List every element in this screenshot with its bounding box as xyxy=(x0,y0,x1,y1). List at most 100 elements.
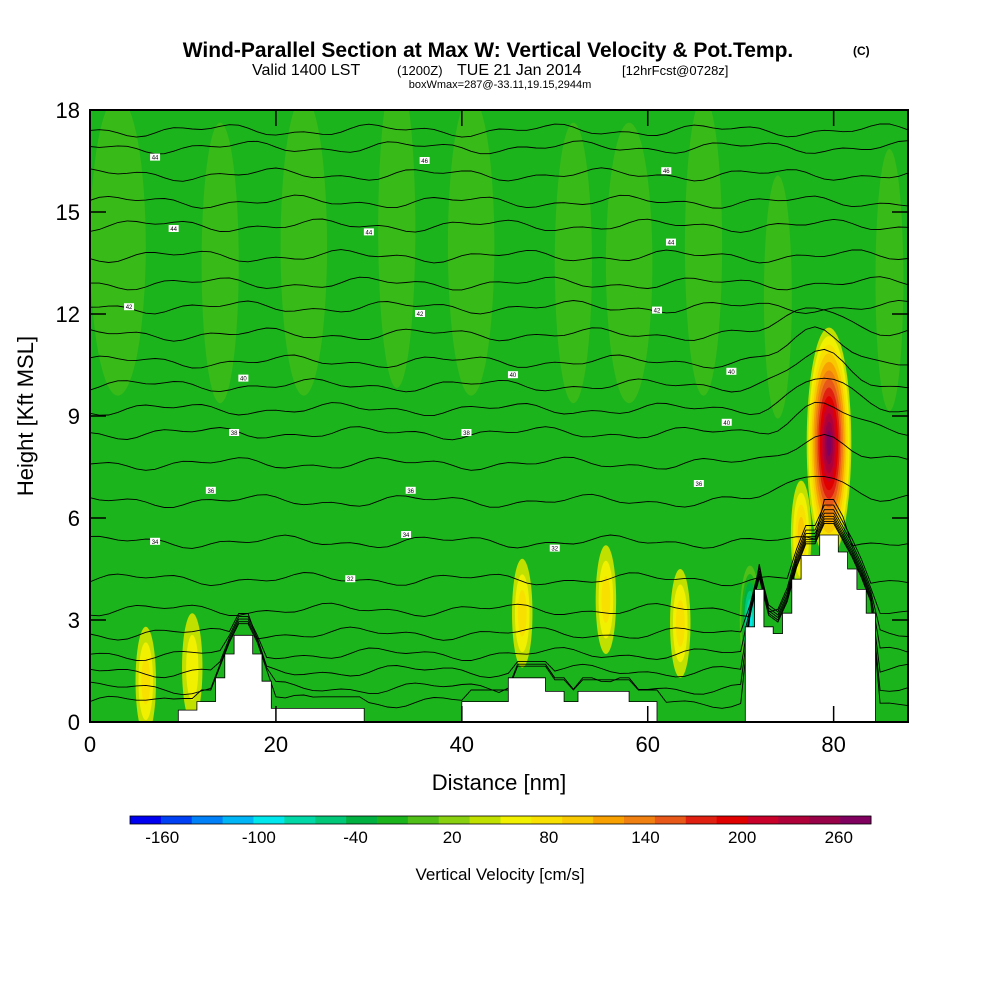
colorbar-tick-label: 80 xyxy=(539,828,558,847)
velocity-contour xyxy=(186,634,199,701)
isentrope-line xyxy=(90,276,908,291)
subtitle-date: TUE 21 Jan 2014 xyxy=(457,62,582,79)
colorbar-swatch xyxy=(284,816,316,824)
isentrope-label: 36 xyxy=(405,486,416,495)
isentrope-line xyxy=(90,348,908,393)
svg-text:32: 32 xyxy=(347,577,354,583)
colorbar-swatch xyxy=(253,816,285,824)
colorbar-swatch xyxy=(377,816,409,824)
svg-text:44: 44 xyxy=(152,156,159,162)
y-axis-label: Height [Kft MSL] xyxy=(13,336,38,496)
colorbar-tick-label: -40 xyxy=(343,828,368,847)
isentrope-label: 46 xyxy=(661,167,672,175)
isentrope-label: 42 xyxy=(414,310,425,318)
y-tick: 12 xyxy=(56,302,908,327)
velocity-contour xyxy=(517,589,527,637)
colorbar-swatch xyxy=(685,816,718,824)
colorbar-swatch xyxy=(809,816,841,824)
colorbar-swatch xyxy=(624,816,656,824)
isentrope-line xyxy=(90,475,908,508)
colorbar-tick-label: -100 xyxy=(242,828,276,847)
x-tick-label: 60 xyxy=(635,732,659,757)
y-tick-label: 18 xyxy=(56,98,80,123)
x-tick: 60 xyxy=(635,110,660,757)
isentrope-label: 34 xyxy=(401,531,412,539)
x-axis-label: Distance [nm] xyxy=(432,770,567,795)
isentrope-line xyxy=(90,509,908,618)
velocity-contour xyxy=(601,576,611,623)
velocity-band xyxy=(554,122,592,404)
y-tick: 3 xyxy=(68,608,908,633)
colorbar-swatch xyxy=(840,816,872,824)
updraft-cell xyxy=(670,569,691,678)
svg-text:32: 32 xyxy=(551,547,558,553)
svg-text:34: 34 xyxy=(152,540,159,546)
velocity-contour xyxy=(675,600,685,647)
y-tick-label: 9 xyxy=(68,404,80,429)
svg-text:40: 40 xyxy=(240,377,247,383)
isentrope-line xyxy=(90,249,908,264)
colorbar-swatch xyxy=(469,816,501,824)
colorbar-tick-label: 260 xyxy=(825,828,853,847)
isentrope-label: 40 xyxy=(507,371,518,379)
colorbar-title: Vertical Velocity [cm/s] xyxy=(415,865,584,884)
colorbar-swatch xyxy=(716,816,748,824)
isentrope-line xyxy=(90,401,908,441)
y-tick-label: 15 xyxy=(56,200,80,225)
x-tick: 20 xyxy=(264,110,288,757)
y-tick: 9 xyxy=(68,404,908,429)
y-tick: 6 xyxy=(68,506,908,531)
terrain xyxy=(90,534,908,722)
x-tick: 80 xyxy=(821,110,846,757)
isentrope-line xyxy=(90,307,908,342)
svg-text:40: 40 xyxy=(728,370,735,376)
colorbar-swatch xyxy=(407,816,440,824)
chart-subtitle: Valid 1400 LST (1200Z) TUE 21 Jan 2014 [… xyxy=(252,62,728,79)
colorbar-swatch xyxy=(747,816,779,824)
svg-text:36: 36 xyxy=(207,489,214,495)
colorbar-tick-label: -160 xyxy=(145,828,179,847)
colorbar-tick-label: 20 xyxy=(443,828,462,847)
y-tick-label: 3 xyxy=(68,608,80,633)
svg-text:40: 40 xyxy=(723,421,730,427)
colorbar-swatch xyxy=(346,816,378,824)
subtitle-utc: (1200Z) xyxy=(397,63,443,78)
velocity-contour xyxy=(826,430,832,457)
subtitle-valid: Valid 1400 LST xyxy=(252,62,360,79)
isentrope-label: 40 xyxy=(726,367,737,376)
isentrope-line xyxy=(90,194,908,209)
isentrope-label: 44 xyxy=(168,225,179,233)
colorbar xyxy=(129,815,872,825)
isentrope-line xyxy=(90,326,908,369)
colorbar-swatch xyxy=(562,816,594,824)
velocity-band xyxy=(280,110,328,396)
isentrope-line xyxy=(90,512,908,641)
isentrope-line xyxy=(90,299,908,315)
svg-text:46: 46 xyxy=(663,169,670,175)
isentrope-label: 42 xyxy=(652,306,663,315)
colorbar-swatch xyxy=(191,816,224,824)
x-tick: 0 xyxy=(84,110,96,757)
isentrope-line xyxy=(90,167,908,182)
svg-text:36: 36 xyxy=(696,482,703,488)
colorbar-tick-label: 140 xyxy=(631,828,659,847)
colorbar-swatch xyxy=(593,816,625,824)
isentrope-label: 40 xyxy=(238,374,249,383)
svg-text:40: 40 xyxy=(510,373,517,379)
y-tick-label: 12 xyxy=(56,302,80,327)
velocity-band xyxy=(684,110,723,396)
velocity-band xyxy=(875,149,904,411)
isentrope-label: 40 xyxy=(721,418,732,427)
isentrope-line xyxy=(90,377,908,417)
isentrope-label: 32 xyxy=(345,575,356,583)
isentrope-label: 36 xyxy=(693,480,704,488)
colorbar-swatch xyxy=(500,816,532,824)
isentrope-label: 38 xyxy=(461,429,472,437)
isentrope-line xyxy=(90,123,908,138)
colorbar-swatch xyxy=(315,816,347,824)
svg-text:42: 42 xyxy=(417,312,424,318)
subtitle-forecast: [12hrFcst@0728z] xyxy=(622,63,728,78)
svg-text:36: 36 xyxy=(407,489,414,495)
updraft-cell xyxy=(595,545,617,654)
